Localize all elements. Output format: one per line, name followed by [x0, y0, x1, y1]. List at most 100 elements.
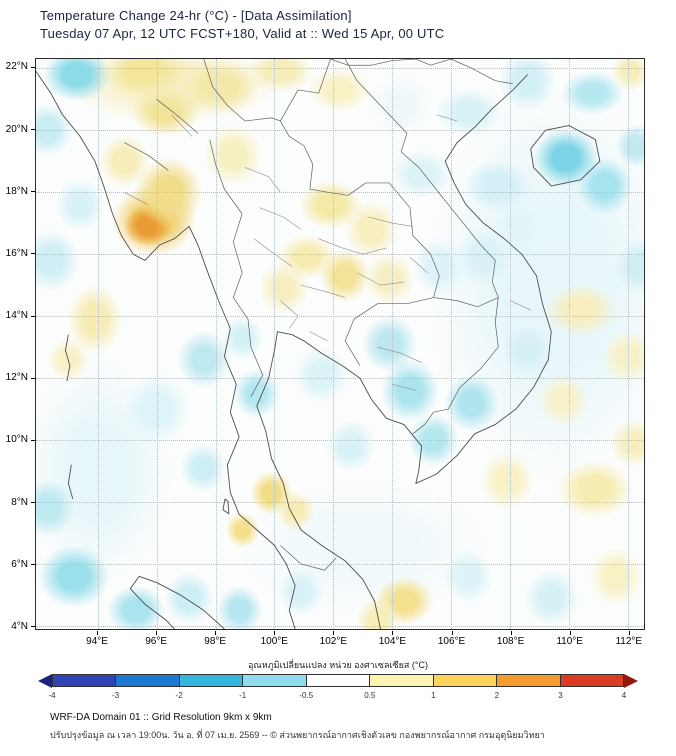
temperature-anomaly-blob: [468, 440, 546, 521]
x-tick-mark: [333, 631, 335, 635]
temperature-anomaly-blob: [171, 433, 237, 502]
y-tick-mark: [31, 502, 35, 504]
gridline: [36, 440, 644, 442]
colorbar-segment: [497, 675, 561, 686]
province-boundary: [254, 239, 292, 267]
gridline: [36, 316, 644, 318]
y-tick-label: 8°N: [11, 496, 28, 508]
x-tick-mark: [451, 631, 453, 635]
country-border: [345, 59, 498, 298]
colorbar-tick-label: -4: [48, 691, 56, 700]
colorbar-tick-label: -3: [111, 691, 120, 700]
x-tick-label: 102°E: [319, 636, 348, 647]
colorbar-right-arrow-icon: [624, 673, 638, 688]
gridline: [451, 59, 453, 629]
province-boundary: [357, 273, 404, 285]
temperature-anomaly-blob: [192, 111, 275, 199]
y-tick-mark: [31, 129, 35, 130]
coastline: [36, 71, 295, 629]
y-tick-mark: [31, 439, 35, 441]
footer-credit: ปรับปรุงข้อมูล ณ เวลา 19:00น. วัน อ. ที่…: [50, 730, 545, 740]
page-title: Temperature Change 24-hr (°C) - [Data As…: [40, 8, 352, 23]
gridline: [36, 130, 644, 132]
temperature-anomaly-blob: [577, 536, 644, 617]
y-tick-mark: [31, 66, 35, 68]
temperature-anomaly-blob: [527, 362, 599, 437]
temperature-anomaly-blob: [601, 409, 644, 478]
province-boundary: [310, 332, 328, 341]
x-tick-label: 112°E: [615, 636, 643, 647]
gridline: [36, 563, 644, 565]
colorbar-segment: [433, 675, 498, 686]
y-tick-mark: [31, 626, 35, 628]
gridline: [215, 59, 217, 629]
geography-layer: [36, 59, 644, 629]
colorbar-segment: [306, 675, 371, 686]
colorbar-tick-label: 4: [621, 691, 627, 700]
x-tick-mark: [215, 631, 217, 635]
temperature-anomaly-blob: [224, 359, 290, 428]
province-boundary: [319, 239, 387, 255]
country-border: [345, 298, 433, 366]
colorbar-label: อุณหภูมิเปลี่ยนแปลง หน่วย องศาเซลเซียส (…: [248, 660, 428, 670]
y-tick-label: 4°N: [11, 620, 28, 632]
x-tick-label: 104°E: [378, 636, 407, 647]
temperature-anomaly-layer: [36, 59, 644, 629]
temperature-anomaly-blob: [36, 467, 87, 549]
coastline: [68, 465, 72, 499]
temperature-anomaly-blob: [283, 334, 360, 416]
province-boundary: [124, 192, 148, 204]
coastline: [223, 499, 229, 514]
temperature-anomaly-blob: [247, 251, 319, 326]
gridline: [156, 59, 158, 629]
temperature-anomaly-blob: [433, 539, 505, 614]
country-border: [204, 59, 331, 121]
x-axis: 94°E 96°E 98°E 100°E 102°E 104°E 106°E 108°E 110…: [35, 631, 645, 649]
gridline: [36, 254, 644, 256]
coastline: [130, 576, 224, 629]
colorbar-body: [52, 674, 624, 687]
temperature-anomaly-blob: [206, 576, 272, 629]
gridline: [97, 59, 99, 629]
colorbar-tick-label: 0.5: [364, 691, 376, 700]
y-tick-label: 22°N: [5, 61, 28, 73]
temperature-anomaly-blob: [604, 229, 644, 304]
province-boundary: [171, 115, 192, 137]
x-tick-label: 110°E: [556, 636, 583, 647]
colorbar-tick-label: 1: [431, 691, 436, 700]
province-boundary: [436, 115, 457, 121]
x-tick-mark: [392, 631, 394, 635]
coastline: [531, 126, 600, 186]
y-tick-label: 6°N: [11, 558, 28, 570]
province-boundary: [510, 301, 531, 310]
y-axis: 22°N 20°N 18°N 16°N 14°N 12°N 10°N 8°N 6°N 4°N: [0, 58, 35, 632]
colorbar-tick-label: -0.5: [299, 691, 314, 700]
country-border: [124, 143, 168, 171]
y-tick-mark: [31, 315, 35, 317]
gridline: [36, 192, 644, 194]
y-tick-mark: [31, 564, 35, 566]
x-tick-mark: [628, 631, 630, 635]
x-tick-mark: [569, 631, 571, 635]
colorbar-tick-label: -2: [175, 691, 183, 700]
gridline: [333, 59, 335, 629]
y-tick-label: 20°N: [5, 123, 28, 135]
country-border: [330, 59, 513, 84]
colorbar-segment: [243, 675, 307, 686]
country-border: [434, 298, 499, 307]
gridline: [510, 59, 512, 629]
y-tick-label: 16°N: [5, 247, 28, 259]
country-border: [210, 140, 263, 397]
colorbar-left-arrow-icon: [38, 673, 52, 688]
x-tick-mark: [156, 631, 158, 635]
temperature-anomaly-blob: [512, 557, 590, 629]
colorbar-segment: [560, 675, 623, 686]
x-tick-label: 96°E: [145, 636, 168, 647]
page-subtitle: Tuesday 07 Apr, 12 UTC FCST+180, Valid a…: [40, 26, 445, 41]
gridline: [36, 378, 644, 380]
country-border: [413, 298, 498, 434]
footer-domain-info: WRF-DA Domain 01 :: Grid Resolution 9km …: [50, 712, 272, 723]
province-boundary: [410, 257, 428, 273]
y-tick-mark: [31, 253, 35, 255]
